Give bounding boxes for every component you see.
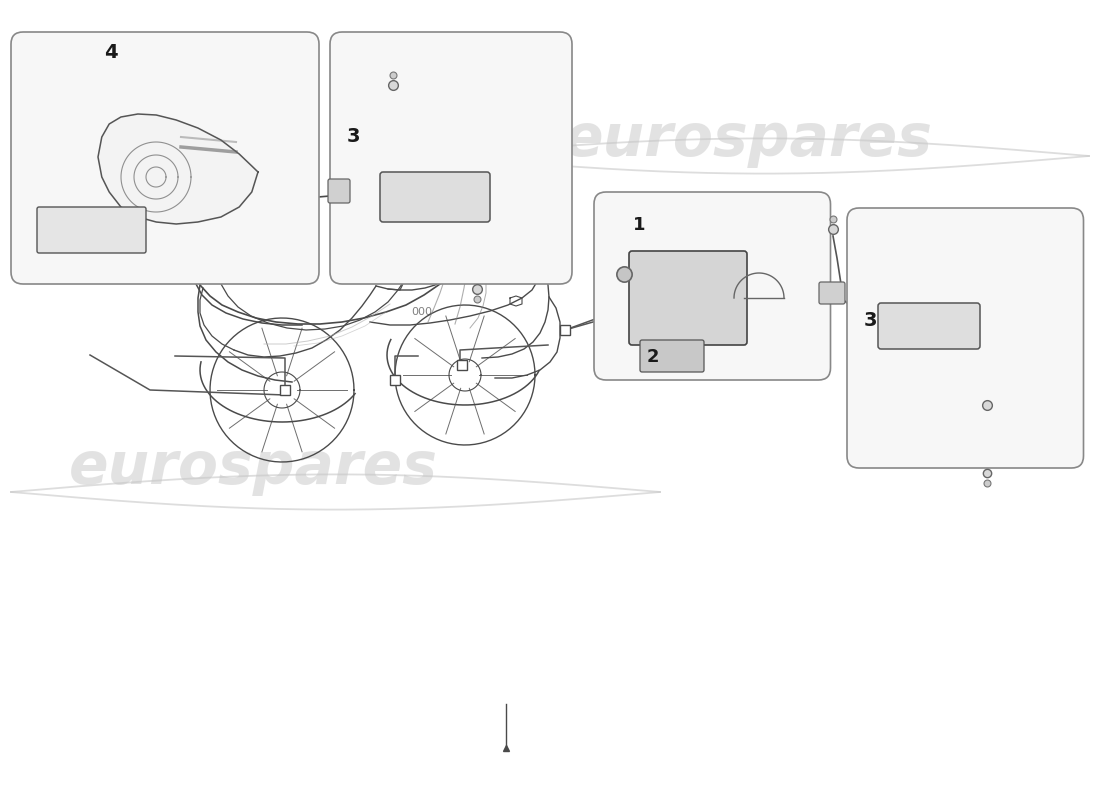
- Text: 000: 000: [411, 307, 432, 317]
- Text: M: M: [204, 213, 212, 223]
- Bar: [456, 360, 468, 370]
- FancyBboxPatch shape: [629, 251, 747, 345]
- FancyBboxPatch shape: [594, 192, 830, 380]
- FancyBboxPatch shape: [640, 340, 704, 372]
- Polygon shape: [98, 114, 258, 224]
- FancyBboxPatch shape: [820, 282, 845, 304]
- Bar: [560, 325, 570, 335]
- Text: 3: 3: [864, 310, 877, 330]
- Text: 2: 2: [647, 348, 659, 366]
- FancyBboxPatch shape: [847, 208, 1084, 468]
- Bar: [280, 385, 290, 395]
- FancyBboxPatch shape: [37, 207, 146, 253]
- Bar: [390, 375, 400, 385]
- Text: 1: 1: [632, 216, 645, 234]
- Text: eurospares: eurospares: [68, 439, 438, 497]
- Text: 4: 4: [104, 42, 118, 62]
- FancyBboxPatch shape: [330, 32, 572, 284]
- Text: eurospares: eurospares: [563, 111, 933, 169]
- Text: 3: 3: [346, 126, 360, 146]
- FancyBboxPatch shape: [379, 172, 490, 222]
- FancyBboxPatch shape: [11, 32, 319, 284]
- FancyBboxPatch shape: [878, 303, 980, 349]
- FancyBboxPatch shape: [328, 179, 350, 203]
